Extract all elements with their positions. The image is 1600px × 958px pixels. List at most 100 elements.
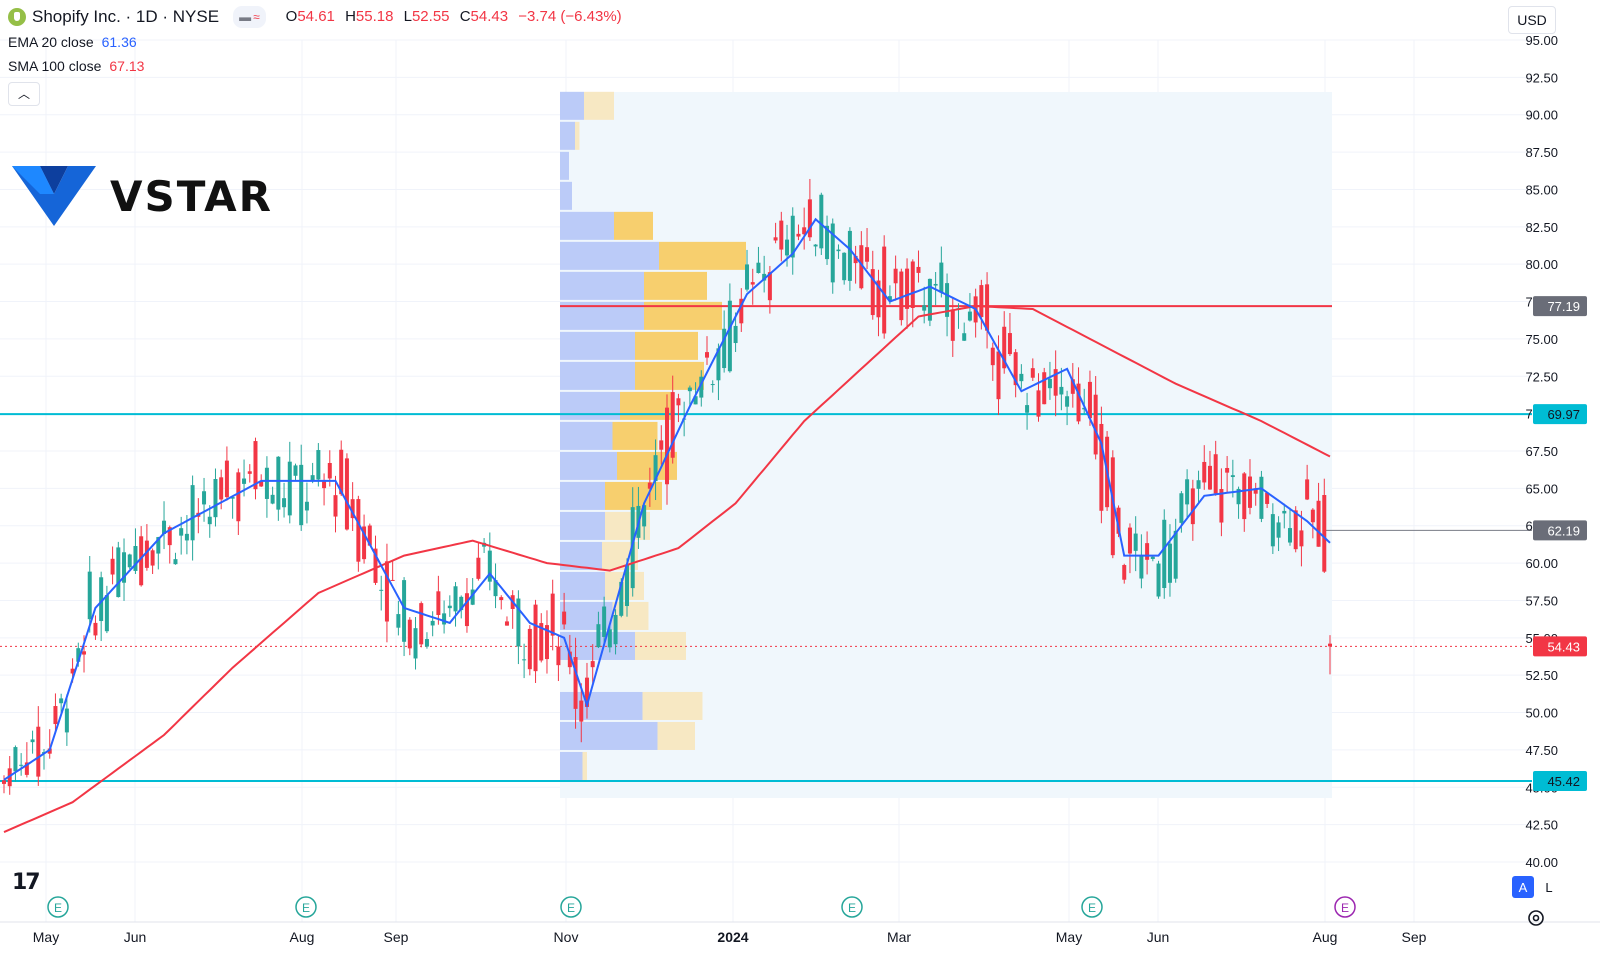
time-tick-label: Sep	[384, 929, 409, 945]
candle-body	[853, 255, 858, 264]
candle-body	[1145, 543, 1150, 560]
candle-body	[1099, 423, 1104, 511]
price-label: 62.19	[1547, 523, 1580, 538]
vp-buy-bar	[560, 331, 635, 360]
candle-body	[687, 387, 692, 392]
change-value: −3.74 (−6.43%)	[518, 8, 622, 25]
eye-icon: ▬	[239, 10, 252, 24]
vp-buy-bar	[560, 451, 617, 480]
volume-profile	[560, 91, 746, 780]
price-labels: 77.19 69.97 62.19 54.43 45.42	[1533, 296, 1587, 791]
candle-body	[139, 536, 144, 586]
candle-body	[899, 271, 904, 321]
candle-body	[407, 619, 412, 649]
vp-buy-bar	[560, 181, 572, 210]
candle-body	[122, 552, 127, 583]
visibility-toggle[interactable]: ▬ ≈	[233, 6, 266, 28]
candle-body	[1070, 379, 1075, 394]
candle-body	[104, 595, 109, 632]
candle-body	[905, 268, 910, 309]
candle-body	[219, 477, 224, 500]
candle-body	[619, 581, 624, 616]
time-tick-label: Nov	[554, 929, 579, 945]
volume-profile-area	[560, 92, 1332, 798]
candle-body	[1019, 373, 1024, 382]
candle-body	[230, 497, 235, 499]
candle-body	[487, 550, 492, 582]
candle-body	[276, 456, 281, 510]
price-tick-label: 80.00	[1525, 257, 1558, 272]
candle-body	[373, 548, 378, 583]
candle-body	[476, 557, 481, 579]
candle-body	[750, 282, 755, 285]
candle-body	[796, 233, 801, 237]
candle-body	[705, 352, 710, 358]
price-tick-label: 60.00	[1525, 556, 1558, 571]
candle-body	[710, 384, 715, 386]
sma-legend[interactable]: SMA 100 close 67.13	[8, 58, 145, 74]
log-scale-button[interactable]: L	[1538, 876, 1560, 898]
candle-body	[670, 392, 675, 458]
candle-body	[716, 348, 721, 381]
candle-body	[613, 614, 618, 645]
candle-body	[990, 347, 995, 366]
vp-sell-bar	[612, 421, 658, 450]
candle-body	[1127, 527, 1132, 554]
candle-body	[430, 620, 435, 626]
price-tick-label: 92.50	[1525, 70, 1558, 85]
symbol-title[interactable]: Shopify Inc. · 1D · NYSE	[32, 7, 220, 26]
earnings-event-label: E	[302, 901, 310, 915]
candle-body	[253, 441, 258, 490]
time-tick-label: Sep	[1402, 929, 1427, 945]
candle-body	[727, 300, 732, 372]
candle-body	[36, 726, 41, 777]
candle-body	[573, 657, 578, 709]
time-tick-label: Jun	[1147, 929, 1170, 945]
candle-body	[1007, 333, 1012, 355]
candle-body	[379, 589, 384, 591]
candle-body	[607, 629, 612, 648]
ema-legend[interactable]: EMA 20 close 61.36	[8, 34, 137, 50]
candle-body	[499, 597, 504, 601]
time-tick-label: Aug	[290, 929, 315, 945]
vp-buy-bar	[560, 121, 575, 150]
candle-body	[807, 199, 812, 238]
collapse-legend-button[interactable]: ︿	[8, 82, 40, 106]
earnings-event-icon	[841, 896, 863, 918]
currency-button[interactable]: USD	[1508, 6, 1556, 34]
auto-scale-button[interactable]: A	[1512, 876, 1534, 898]
vp-buy-bar	[560, 421, 613, 450]
candle-body	[745, 264, 750, 290]
tradingview-logo[interactable]: 17	[12, 870, 41, 895]
candle-body	[1190, 488, 1195, 525]
candle-body	[1076, 383, 1081, 422]
candle-body	[642, 505, 647, 527]
settings-gear-icon[interactable]	[1526, 908, 1546, 928]
time-tick-label: Aug	[1313, 929, 1338, 945]
candle-body	[910, 261, 915, 308]
candle-body	[116, 547, 121, 598]
candle-body	[1036, 390, 1041, 417]
candle-body	[927, 278, 932, 321]
candle-body	[133, 546, 138, 571]
candle-body	[836, 249, 841, 252]
candle-body	[419, 603, 424, 645]
candle-body	[590, 661, 595, 668]
candle-body	[762, 273, 767, 281]
candle-body	[1156, 563, 1161, 597]
candle-body	[1087, 381, 1092, 419]
candle-body	[859, 245, 864, 289]
vp-buy-bar	[560, 751, 583, 780]
candle-body	[962, 333, 967, 341]
candle-body	[1162, 519, 1167, 589]
candle-body	[1013, 352, 1018, 386]
candle-body	[270, 494, 275, 504]
price-tick-label: 72.50	[1525, 369, 1558, 384]
candle-body	[596, 624, 601, 648]
candle-body	[316, 450, 321, 480]
candle-body	[93, 622, 98, 636]
candle-body	[847, 230, 852, 281]
candle-body	[190, 485, 195, 541]
candle-body	[76, 648, 81, 662]
